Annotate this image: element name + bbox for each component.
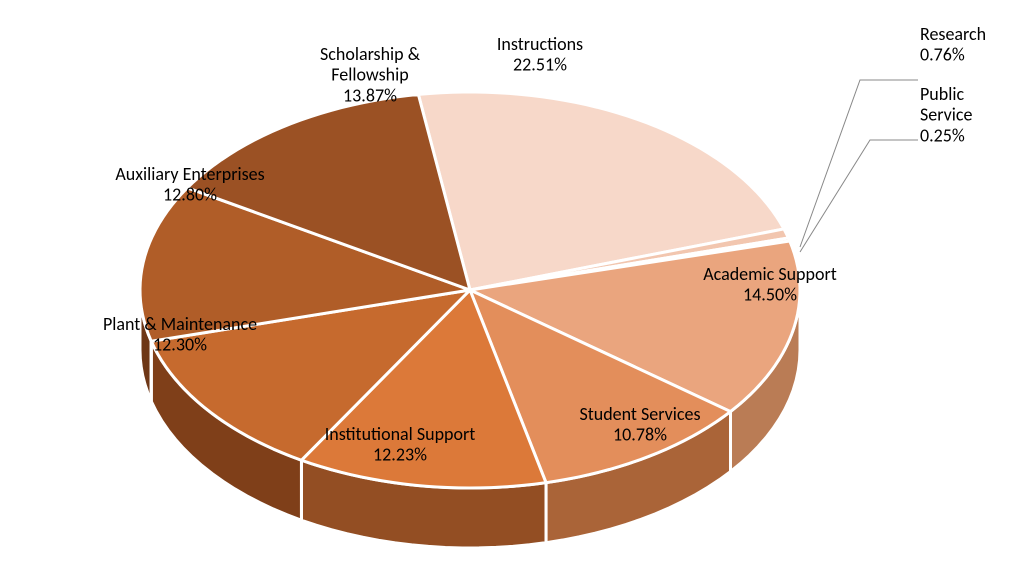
- pie-chart: Instructions22.51% Research0.76% PublicSer…: [0, 0, 1018, 585]
- callout-line: [800, 80, 918, 247]
- slice-label: PublicService0.25%: [920, 83, 973, 146]
- slice-label: Instructions22.51%: [497, 33, 583, 76]
- slice-label: Research0.76%: [920, 23, 986, 66]
- callout-line: [800, 140, 918, 252]
